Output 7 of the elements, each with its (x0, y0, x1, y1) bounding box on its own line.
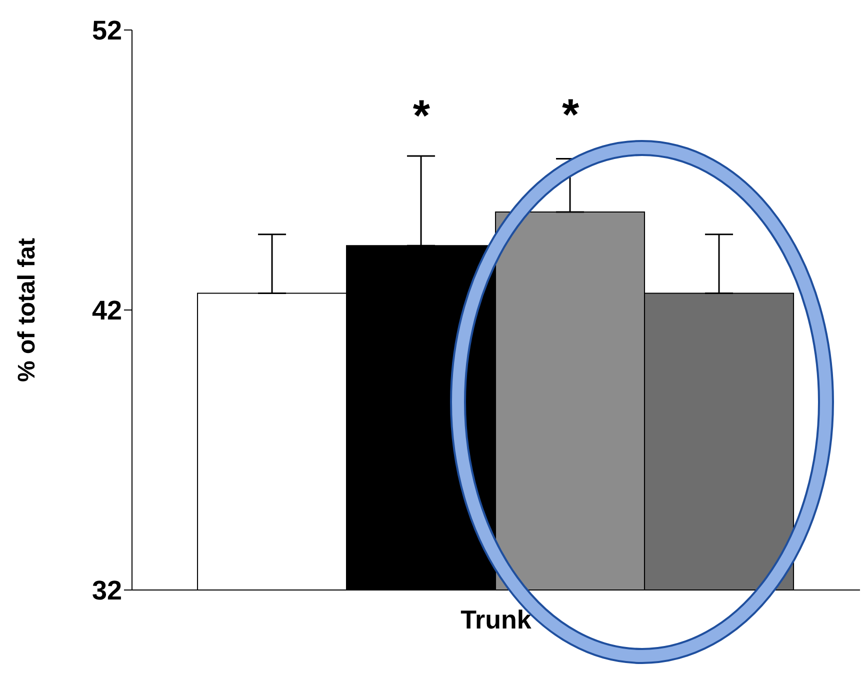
y-tick-label: 42 (92, 296, 122, 326)
annotation: * (562, 90, 580, 140)
annotation: * (412, 92, 431, 140)
y-tick-label: 52 (92, 16, 122, 46)
x-tick-label: Trunk (460, 604, 532, 634)
y-tick-label: 32 (92, 576, 122, 606)
y-axis-title: % of total fat (14, 238, 41, 382)
